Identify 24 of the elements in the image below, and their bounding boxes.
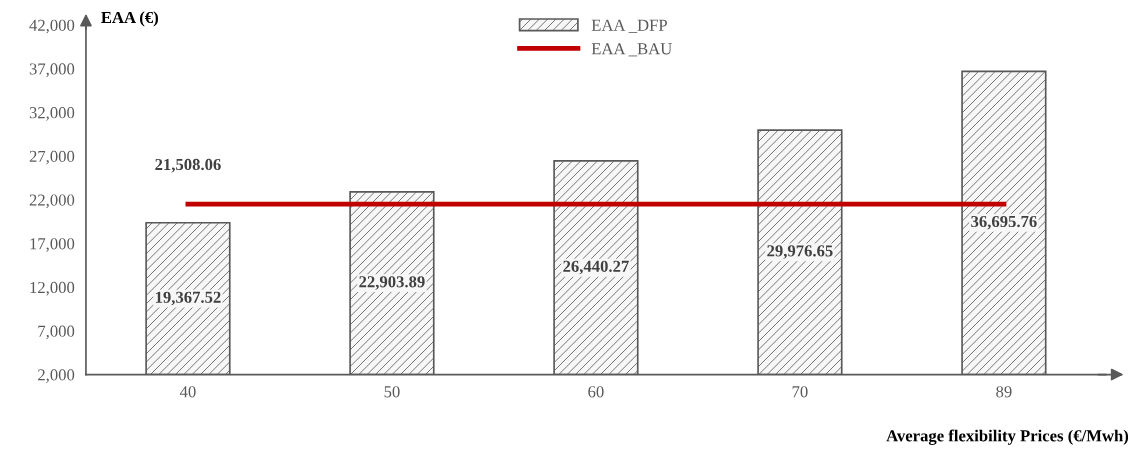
y-tick-label: 7,000	[38, 325, 75, 340]
y-tick-label: 2,000	[38, 369, 75, 383]
y-tick-label: 12,000	[30, 281, 75, 296]
legend-label: EAA _BAU	[591, 43, 672, 57]
y-tick-label: 17,000	[30, 238, 75, 252]
x-tick-label: 60	[588, 386, 604, 398]
data-label: 26,440.27	[563, 260, 629, 275]
data-label: 19,367.52	[155, 291, 221, 306]
data-label: 29,976.65	[767, 245, 833, 259]
y-tick-label: 22,000	[29, 194, 75, 209]
data-label: 36,695.76	[971, 215, 1037, 230]
data-label: 21,508.06	[155, 158, 221, 173]
y-tick-label: 42,000	[29, 19, 75, 34]
data-label: 22,903.89	[359, 276, 425, 290]
y-tick-label: 27,000	[29, 150, 75, 165]
y-tick-label: 32,000	[29, 107, 75, 121]
legend-label: EAA _DFP	[591, 19, 667, 33]
x-tick-label: 70	[792, 386, 808, 398]
y-tick-label: 37,000	[29, 63, 75, 78]
x-axis-title: Average flexibility Prices (€/Mwh)	[886, 429, 1129, 445]
x-tick-label: 89	[996, 386, 1012, 398]
x-tick-label: 40	[179, 386, 196, 398]
y-axis-title: EAA (€)	[101, 11, 158, 27]
x-tick-label: 50	[384, 386, 400, 398]
